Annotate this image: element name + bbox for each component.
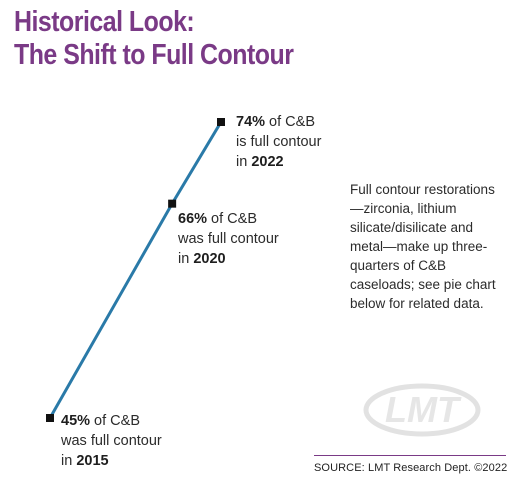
- pct-2020: 66%: [178, 211, 208, 227]
- pct-2022: 74%: [236, 114, 266, 130]
- chart-title: Historical Look: The Shift to Full Conto…: [14, 6, 294, 72]
- data-point-2020: [168, 199, 177, 208]
- title-line-2: The Shift to Full Contour: [14, 39, 294, 71]
- source-credit: SOURCE: LMT Research Dept. ©2022: [314, 462, 508, 474]
- chart-note: Full contour restorations—zirconia, lith…: [350, 182, 496, 311]
- year-2022: 2022: [251, 154, 284, 170]
- data-point-2022: [217, 118, 225, 126]
- year-2020: 2020: [193, 251, 226, 267]
- label-of-cb-2015: of C&B: [90, 413, 140, 429]
- series-line: [48, 120, 223, 420]
- point-label-2020: 66% of C&B was full contour in 2020: [178, 209, 279, 269]
- pct-2015: 45%: [61, 413, 91, 429]
- label-of-cb-2020: of C&B: [207, 211, 257, 227]
- watermark-text: LMT: [385, 389, 462, 430]
- lmt-logo-watermark: LMT: [363, 383, 481, 437]
- label-status-2022: is full contour: [236, 134, 322, 150]
- label-status-2020: was full contour: [178, 231, 279, 247]
- point-label-2022: 74% of C&B is full contour in 2022: [236, 112, 321, 172]
- title-line-1: Historical Look:: [14, 6, 195, 38]
- label-in-2020: in: [178, 251, 194, 267]
- label-of-cb-2022: of C&B: [265, 114, 315, 130]
- label-status-2015: was full contour: [61, 433, 162, 449]
- data-point-2015: [46, 414, 54, 422]
- source-divider: [314, 455, 506, 456]
- label-in-2015: in: [61, 453, 77, 469]
- label-in-2022: in: [236, 154, 252, 170]
- year-2015: 2015: [76, 453, 109, 469]
- point-label-2015: 45% of C&B was full contour in 2015: [61, 411, 162, 471]
